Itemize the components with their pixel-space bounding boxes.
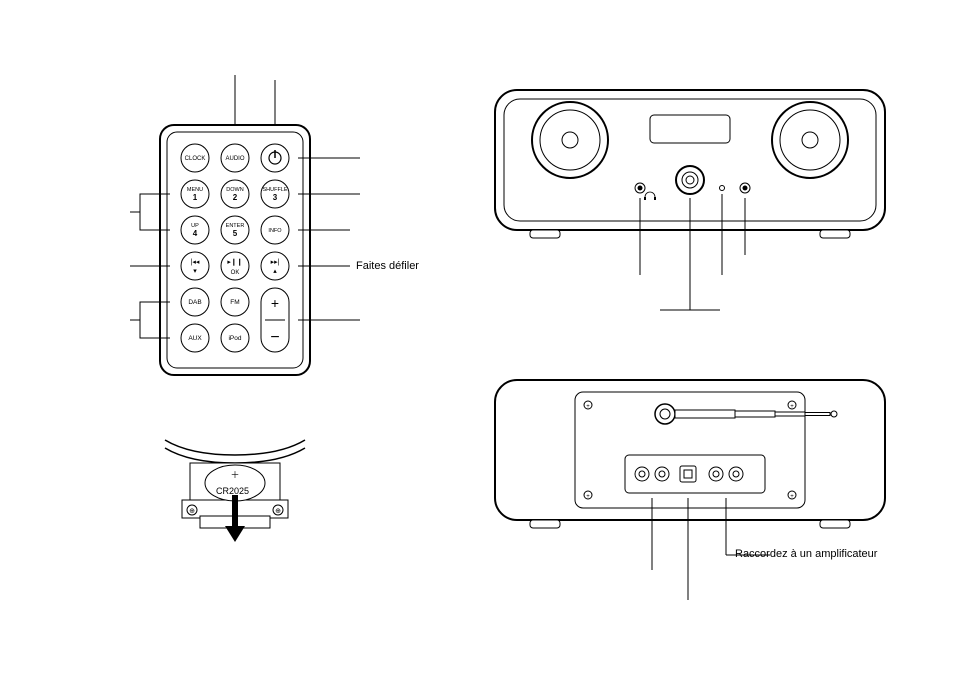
svg-text:＋: ＋ [230,470,239,480]
svg-text:⊕: ⊕ [189,508,195,515]
diagram-page: CLOCK AUDIO MENU1 DOWN2 SHUFFLE3 UP4 ENT… [0,0,954,678]
remote-callouts [0,0,500,420]
scroll-hint-label: Faites défiler [356,260,419,272]
front-callouts [490,80,890,340]
rear-callouts [490,370,910,630]
battery-label: CR2025 [216,486,249,496]
amp-hint-label: Raccordez à un amplificateur [735,548,877,560]
svg-text:⊕: ⊕ [275,508,281,515]
